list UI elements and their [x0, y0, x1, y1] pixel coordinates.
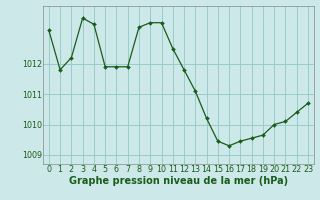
- X-axis label: Graphe pression niveau de la mer (hPa): Graphe pression niveau de la mer (hPa): [69, 176, 288, 186]
